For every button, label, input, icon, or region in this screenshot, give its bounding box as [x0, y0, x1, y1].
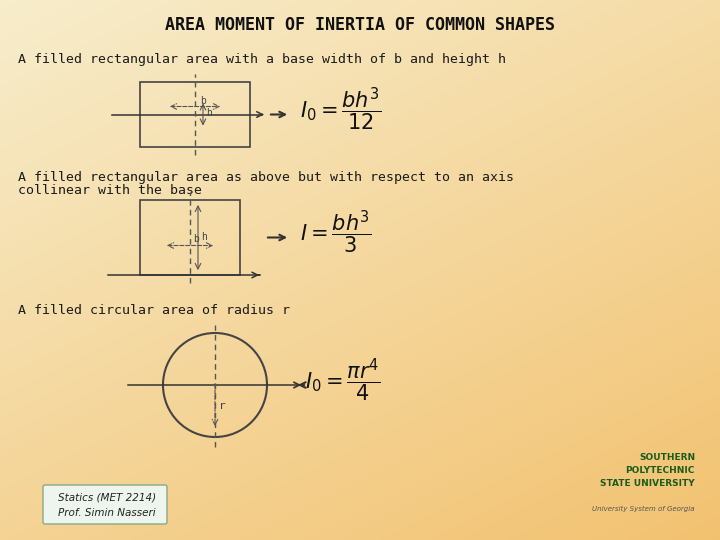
Text: A filled circular area of radius r: A filled circular area of radius r — [18, 303, 290, 316]
Text: University System of Georgia: University System of Georgia — [593, 506, 695, 512]
Text: $I_0 = \dfrac{bh^3}{12}$: $I_0 = \dfrac{bh^3}{12}$ — [300, 86, 382, 133]
Text: AREA MOMENT OF INERTIA OF COMMON SHAPES: AREA MOMENT OF INERTIA OF COMMON SHAPES — [165, 16, 555, 34]
Text: A filled rectangular area with a base width of b and height h: A filled rectangular area with a base wi… — [18, 53, 506, 66]
Text: A filled rectangular area as above but with respect to an axis: A filled rectangular area as above but w… — [18, 171, 514, 184]
Text: $I = \dfrac{bh^3}{3}$: $I = \dfrac{bh^3}{3}$ — [300, 208, 372, 256]
Text: r: r — [219, 401, 226, 411]
Text: SOUTHERN
POLYTECHNIC
STATE UNIVERSITY: SOUTHERN POLYTECHNIC STATE UNIVERSITY — [600, 453, 695, 488]
Text: collinear with the base: collinear with the base — [18, 185, 202, 198]
Text: h: h — [206, 107, 212, 118]
Bar — [140, 82, 250, 147]
Text: Statics (MET 2214)
Prof. Simin Nasseri: Statics (MET 2214) Prof. Simin Nasseri — [58, 492, 156, 518]
Text: h: h — [201, 233, 207, 242]
Text: b: b — [200, 96, 206, 105]
Bar — [140, 200, 240, 275]
Text: $I_0 = \dfrac{\pi r^4}{4}$: $I_0 = \dfrac{\pi r^4}{4}$ — [305, 356, 381, 404]
Text: b: b — [193, 233, 199, 244]
FancyBboxPatch shape — [43, 485, 167, 524]
